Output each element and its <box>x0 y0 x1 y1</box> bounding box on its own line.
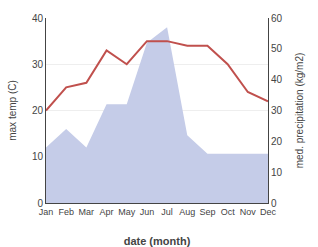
svg-text:max temp (C): max temp (C) <box>7 80 18 141</box>
svg-text:40: 40 <box>32 13 44 24</box>
svg-text:20: 20 <box>32 105 44 116</box>
svg-text:Apr: Apr <box>100 207 114 217</box>
svg-text:40: 40 <box>271 74 283 85</box>
svg-text:Feb: Feb <box>58 207 74 217</box>
svg-text:Sep: Sep <box>199 207 215 217</box>
svg-text:60: 60 <box>271 13 283 24</box>
svg-text:May: May <box>118 207 136 217</box>
svg-text:med. precipitation (kg/m2): med. precipitation (kg/m2) <box>294 53 305 169</box>
svg-text:30: 30 <box>271 105 283 116</box>
svg-text:Jun: Jun <box>140 207 155 217</box>
svg-text:0: 0 <box>37 198 43 209</box>
svg-text:Nov: Nov <box>240 207 257 217</box>
svg-text:50: 50 <box>271 43 283 54</box>
svg-text:Jul: Jul <box>161 207 173 217</box>
svg-text:10: 10 <box>32 151 44 162</box>
svg-text:Oct: Oct <box>221 207 236 217</box>
svg-text:0: 0 <box>271 198 277 209</box>
svg-text:Mar: Mar <box>79 207 95 217</box>
svg-text:10: 10 <box>271 167 283 178</box>
svg-text:Jan: Jan <box>39 207 54 217</box>
svg-text:Aug: Aug <box>179 207 195 217</box>
svg-text:30: 30 <box>32 59 44 70</box>
svg-text:20: 20 <box>271 136 283 147</box>
svg-text:date (month): date (month) <box>124 235 191 247</box>
svg-text:Dec: Dec <box>260 207 277 217</box>
